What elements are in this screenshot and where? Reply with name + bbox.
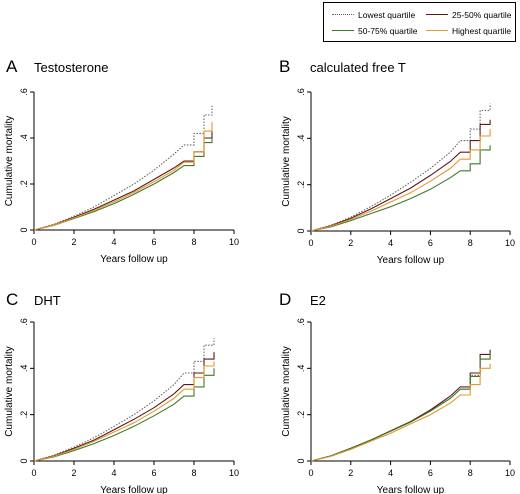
y-axis-title: Cumulative mortality bbox=[4, 346, 15, 437]
x-tick-label: 6 bbox=[151, 237, 156, 247]
panel-title: Testosterone bbox=[34, 60, 108, 75]
panel-title: calculated free T bbox=[310, 60, 406, 75]
legend-item-25-50: 25-50% quartile bbox=[426, 8, 512, 20]
series-line bbox=[33, 138, 213, 231]
series-line bbox=[33, 368, 215, 462]
x-tick-label: 8 bbox=[468, 468, 473, 478]
y-tick-label: .2 bbox=[296, 181, 306, 189]
x-tick-label: 0 bbox=[31, 468, 36, 478]
x-tick-label: 2 bbox=[348, 468, 353, 478]
x-axis-title: Years follow up bbox=[377, 485, 445, 494]
series-line bbox=[33, 338, 215, 462]
x-tick-label: 2 bbox=[348, 238, 353, 248]
x-tick-label: 0 bbox=[31, 237, 36, 247]
panel-d: D E2 0 2 4 6 8 10 0 .2 .4 .6 Years follow up Cumulati… bbox=[279, 290, 515, 494]
panel-letter: A bbox=[6, 57, 18, 76]
y-tick-label: 0 bbox=[296, 228, 306, 233]
x-tick-label: 8 bbox=[468, 238, 473, 248]
x-tick-label: 2 bbox=[71, 468, 76, 478]
x-tick-label: 10 bbox=[505, 468, 515, 478]
legend-swatch-lowest bbox=[332, 14, 354, 16]
y-tick-label: .4 bbox=[296, 135, 306, 143]
x-tick-label: 6 bbox=[151, 468, 156, 478]
y-tick-label: .4 bbox=[296, 365, 306, 373]
legend-item-lowest: Lowest quartile bbox=[332, 8, 415, 20]
legend-label-highest: Highest quartile bbox=[452, 25, 512, 36]
x-tick-label: 10 bbox=[229, 468, 239, 478]
y-tick-label: .6 bbox=[296, 88, 306, 96]
y-tick-label: .4 bbox=[19, 134, 29, 142]
series-line bbox=[310, 352, 491, 462]
panel-letter: B bbox=[279, 57, 290, 76]
legend-item-highest: Highest quartile bbox=[426, 24, 511, 36]
y-tick-label: 0 bbox=[19, 227, 29, 232]
panel-letter: D bbox=[279, 290, 291, 309]
series-line bbox=[33, 352, 215, 462]
legend-swatch-50-75 bbox=[332, 30, 354, 32]
series-line bbox=[310, 129, 491, 232]
series-line bbox=[33, 131, 213, 231]
legend-swatch-highest bbox=[426, 30, 448, 32]
x-tick-label: 4 bbox=[111, 237, 116, 247]
legend-label-50-75: 50-75% quartile bbox=[358, 25, 418, 36]
x-tick-label: 0 bbox=[308, 468, 313, 478]
panel-title: DHT bbox=[34, 293, 61, 308]
legend-label-25-50: 25-50% quartile bbox=[452, 9, 512, 20]
x-axis-title: Years follow up bbox=[377, 255, 445, 266]
y-tick-label: .2 bbox=[19, 411, 29, 419]
legend-swatch-25-50 bbox=[426, 14, 448, 16]
y-tick-label: .2 bbox=[19, 180, 29, 188]
series-line bbox=[33, 121, 213, 231]
x-tick-label: 4 bbox=[388, 238, 393, 248]
panel-letter: C bbox=[6, 290, 18, 309]
series-line bbox=[33, 361, 215, 462]
y-tick-label: .2 bbox=[296, 411, 306, 419]
series-line bbox=[310, 349, 491, 462]
series-line bbox=[310, 103, 491, 232]
y-tick-label: .6 bbox=[296, 318, 306, 326]
y-tick-label: 0 bbox=[19, 458, 29, 463]
x-tick-label: 8 bbox=[191, 468, 196, 478]
x-tick-label: 10 bbox=[505, 238, 515, 248]
y-axis-title: Cumulative mortality bbox=[4, 116, 15, 207]
series-line bbox=[310, 354, 491, 462]
legend: Lowest quartile 25-50% quartile 50-75% q… bbox=[323, 2, 516, 42]
x-tick-label: 6 bbox=[428, 468, 433, 478]
legend-label-lowest: Lowest quartile bbox=[358, 9, 416, 20]
x-tick-label: 8 bbox=[191, 237, 196, 247]
panel-a: A Testosterone 0 2 4 6 8 10 0 .2 .4 .6 Years follow … bbox=[4, 57, 239, 265]
x-axis-title: Years follow up bbox=[100, 254, 168, 265]
y-axis-title: Cumulative mortality bbox=[281, 346, 292, 437]
x-tick-label: 0 bbox=[308, 238, 313, 248]
x-tick-label: 2 bbox=[71, 237, 76, 247]
x-tick-label: 6 bbox=[428, 238, 433, 248]
x-tick-label: 10 bbox=[229, 237, 239, 247]
y-tick-label: .6 bbox=[19, 88, 29, 96]
legend-item-50-75: 50-75% quartile bbox=[332, 24, 418, 36]
x-axis-title: Years follow up bbox=[100, 485, 168, 494]
series-line bbox=[310, 119, 491, 232]
y-tick-label: 0 bbox=[296, 458, 306, 463]
panel-title: E2 bbox=[310, 293, 326, 308]
y-tick-label: .4 bbox=[19, 365, 29, 373]
x-tick-label: 4 bbox=[111, 468, 116, 478]
y-tick-label: .6 bbox=[19, 318, 29, 326]
x-tick-label: 4 bbox=[388, 468, 393, 478]
y-axis-title: Cumulative mortality bbox=[281, 116, 292, 207]
series-line bbox=[33, 105, 213, 231]
series-line bbox=[310, 363, 491, 462]
series-line bbox=[310, 145, 491, 232]
panel-c: C DHT 0 2 4 6 8 10 0 .2 .4 .6 Years follow up Cumulat… bbox=[4, 290, 239, 494]
